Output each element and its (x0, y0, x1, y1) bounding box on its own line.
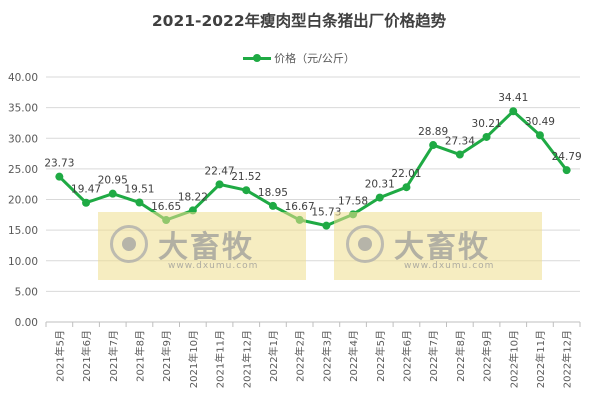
x-tick-label: 2021年10月 (187, 330, 200, 388)
x-tick-label: 2022年11月 (534, 330, 547, 388)
data-point (429, 141, 438, 150)
y-tick-label: 30.00 (8, 133, 38, 145)
data-point (402, 183, 411, 192)
x-tick-label: 2022年1月 (267, 330, 280, 382)
data-label: 23.73 (44, 158, 74, 170)
data-point (562, 166, 571, 175)
y-tick-label: 5.00 (15, 286, 38, 298)
data-point (268, 201, 277, 210)
data-point (509, 107, 518, 116)
data-label: 30.21 (472, 118, 502, 130)
data-label: 22.01 (391, 168, 421, 180)
data-label: 24.79 (552, 151, 582, 163)
data-label: 22.47 (205, 165, 235, 177)
data-point (482, 132, 491, 141)
y-tick-label: 0.00 (15, 317, 38, 329)
x-tick-label: 2021年8月 (133, 330, 146, 382)
data-point (535, 131, 544, 140)
data-label: 27.34 (445, 136, 475, 148)
legend-label: 价格（元/公斤） (274, 52, 355, 65)
x-tick-label: 2021年11月 (214, 330, 227, 388)
y-tick-label: 35.00 (8, 103, 38, 115)
x-tick-label: 2022年4月 (347, 330, 360, 382)
y-tick-label: 40.00 (8, 72, 38, 84)
watermark-url: www.dxumu.com (404, 261, 495, 271)
data-point (55, 172, 64, 181)
data-point (108, 189, 117, 198)
data-label: 18.95 (258, 187, 288, 199)
x-tick-label: 2022年2月 (294, 330, 307, 382)
chart-title: 2021-2022年瘦肉型白条猪出厂价格趋势 (151, 12, 447, 30)
x-tick-label: 2022年12月 (561, 330, 574, 388)
y-tick-label: 20.00 (8, 195, 38, 207)
watermark-right: 大畜牧 www.dxumu.com (334, 212, 542, 280)
x-tick-label: 2022年9月 (481, 330, 494, 382)
data-label: 16.67 (285, 201, 315, 213)
x-tick-label: 2022年7月 (427, 330, 440, 382)
x-tick-label: 2021年9月 (160, 330, 173, 382)
watermark-left: 大畜牧 www.dxumu.com (98, 212, 306, 280)
watermark-brand: 大畜牧 (394, 230, 490, 265)
y-tick-label: 25.00 (8, 164, 38, 176)
data-label: 20.31 (365, 179, 395, 191)
data-label: 28.89 (418, 126, 448, 138)
data-point (375, 193, 384, 202)
legend: 价格（元/公斤） (0, 50, 598, 66)
legend-line-marker (243, 53, 272, 63)
data-label: 19.47 (71, 184, 101, 196)
data-point (135, 198, 144, 207)
x-tick-label: 2021年5月 (53, 330, 66, 382)
x-tick-label: 2022年3月 (320, 330, 333, 382)
data-point (215, 180, 224, 189)
data-label: 17.58 (338, 195, 368, 207)
data-point (82, 198, 91, 207)
data-label: 20.95 (98, 175, 128, 187)
series-line (58, 109, 568, 228)
data-point (322, 221, 331, 230)
x-tick-label: 2022年10月 (507, 330, 520, 388)
data-label: 34.41 (498, 92, 528, 104)
x-tick-label: 2021年7月 (107, 330, 120, 382)
watermark-url: www.dxumu.com (168, 261, 259, 271)
x-tick-label: 2022年8月 (454, 330, 467, 382)
data-label: 30.49 (525, 116, 555, 128)
y-tick-label: 15.00 (8, 225, 38, 237)
x-tick-label: 2021年12月 (240, 330, 253, 388)
watermark-logo-icon (346, 225, 384, 263)
x-tick-label: 2022年5月 (374, 330, 387, 382)
watermark-brand: 大畜牧 (158, 230, 254, 265)
y-tick-label: 10.00 (8, 256, 38, 268)
data-label: 21.52 (231, 171, 261, 183)
data-label: 18.22 (178, 191, 208, 203)
data-label: 15.73 (311, 207, 341, 219)
data-point (455, 150, 464, 159)
data-label: 16.65 (151, 201, 181, 213)
data-label: 19.51 (124, 184, 154, 196)
watermark-logo-icon (110, 225, 148, 263)
data-point (242, 186, 251, 195)
x-tick-label: 2022年6月 (400, 330, 413, 382)
x-tick-label: 2021年6月 (80, 330, 93, 382)
